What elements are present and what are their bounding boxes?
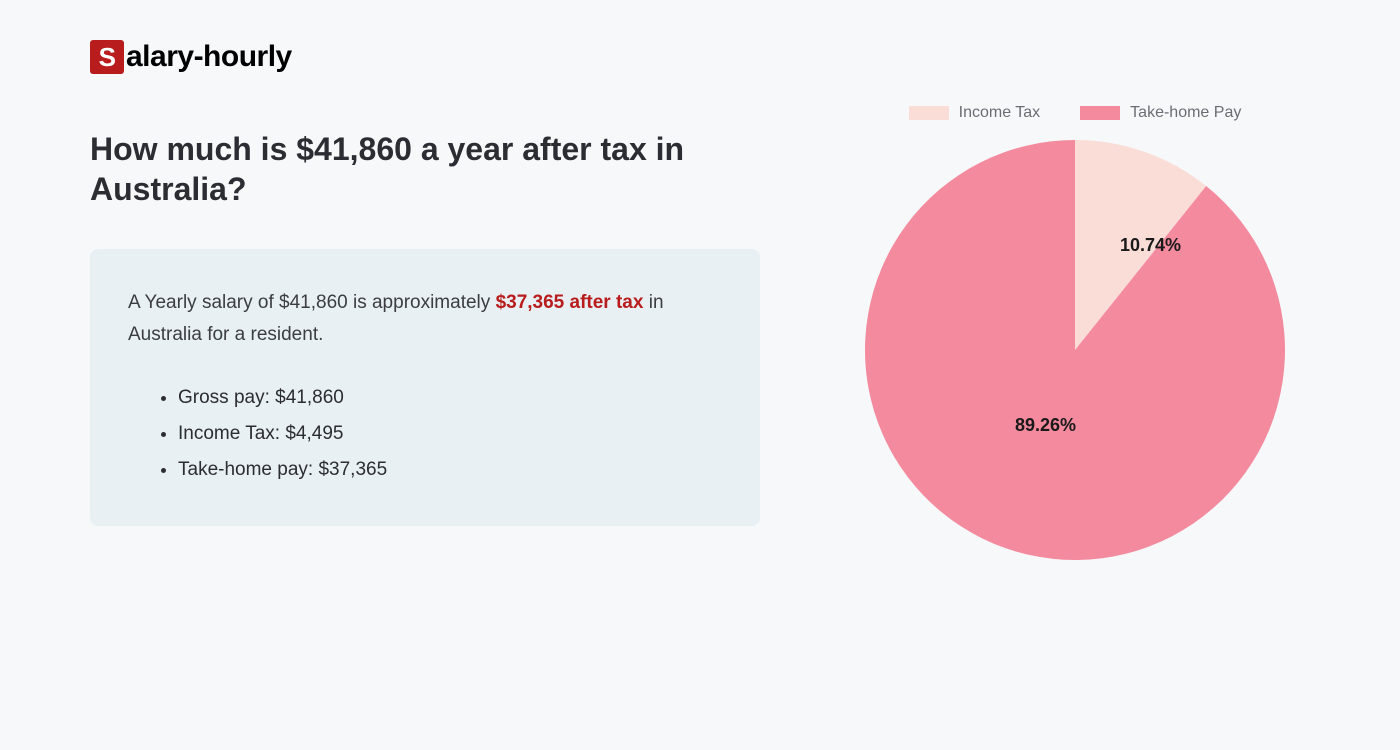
chart-column: Income Tax Take-home Pay 10.74% 89.26% [840, 104, 1310, 560]
pie-chart: 10.74% 89.26% [865, 140, 1285, 560]
legend-item: Income Tax [909, 104, 1041, 122]
logo-text: alary-hourly [126, 40, 292, 74]
pie-slice-label: 10.74% [1120, 235, 1181, 256]
summary-accent: $37,365 after tax [496, 292, 644, 313]
legend-item: Take-home Pay [1080, 104, 1241, 122]
pie-slice-label: 89.26% [1015, 415, 1076, 436]
chart-legend: Income Tax Take-home Pay [840, 104, 1310, 122]
summary-text: A Yearly salary of $41,860 is approximat… [128, 287, 722, 352]
site-logo: Salary-hourly [90, 40, 1310, 74]
legend-label: Income Tax [959, 104, 1041, 122]
list-item: Income Tax: $4,495 [178, 416, 722, 452]
list-item: Take-home pay: $37,365 [178, 452, 722, 488]
list-item: Gross pay: $41,860 [178, 380, 722, 416]
page-title: How much is $41,860 a year after tax in … [90, 129, 760, 209]
logo-badge: S [90, 40, 124, 74]
summary-prefix: A Yearly salary of $41,860 is approximat… [128, 292, 496, 313]
legend-swatch [909, 106, 949, 120]
summary-box: A Yearly salary of $41,860 is approximat… [90, 249, 760, 526]
legend-swatch [1080, 106, 1120, 120]
text-column: How much is $41,860 a year after tax in … [90, 129, 760, 560]
bullet-list: Gross pay: $41,860 Income Tax: $4,495 Ta… [128, 380, 722, 488]
legend-label: Take-home Pay [1130, 104, 1241, 122]
